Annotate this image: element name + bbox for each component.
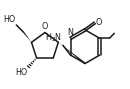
Polygon shape [23, 32, 31, 42]
Text: N: N [67, 28, 73, 37]
Text: HO: HO [16, 68, 28, 77]
Text: O: O [96, 18, 102, 27]
Text: O: O [42, 22, 48, 31]
Polygon shape [58, 42, 86, 64]
Text: HO: HO [4, 15, 16, 24]
Text: H$_2$N: H$_2$N [45, 32, 62, 44]
